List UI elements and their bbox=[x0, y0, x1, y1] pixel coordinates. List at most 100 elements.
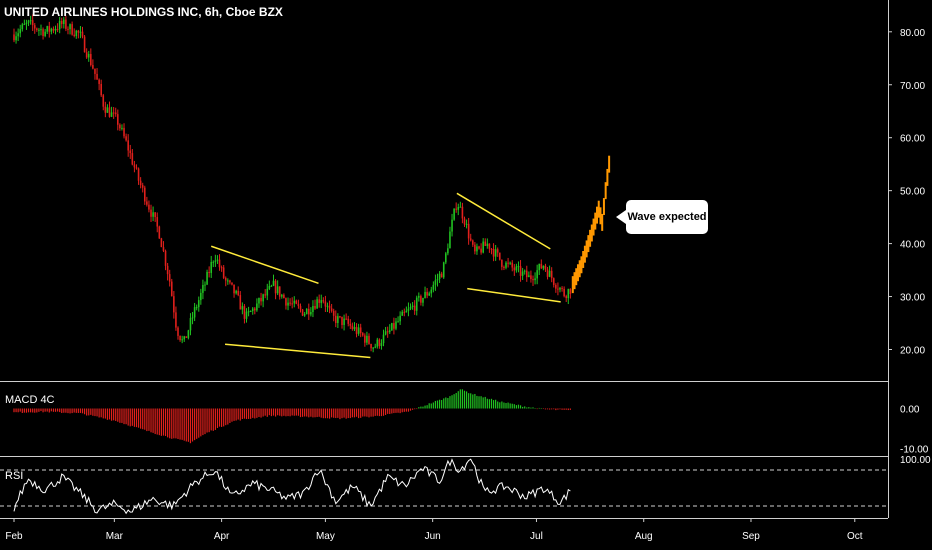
candle-body bbox=[424, 291, 426, 298]
macd-bar bbox=[304, 408, 306, 417]
macd-bar bbox=[121, 408, 123, 423]
macd-bar bbox=[125, 408, 127, 425]
macd-bar bbox=[343, 408, 345, 418]
macd-bar bbox=[231, 408, 233, 422]
projection-candle bbox=[575, 268, 578, 286]
candle-body bbox=[395, 321, 397, 329]
candle-body bbox=[40, 29, 42, 31]
candle-body bbox=[334, 315, 337, 323]
candle-body bbox=[224, 277, 227, 281]
macd-bar bbox=[370, 408, 372, 417]
candle-body bbox=[162, 247, 165, 251]
macd-bar bbox=[187, 408, 189, 442]
macd-bar bbox=[67, 408, 69, 414]
candle-body bbox=[380, 343, 383, 346]
macd-bar bbox=[94, 408, 96, 417]
candle-body bbox=[48, 26, 51, 32]
macd-bar bbox=[274, 408, 277, 417]
candle-body bbox=[455, 208, 457, 210]
macd-bar bbox=[318, 408, 320, 417]
macd-bar bbox=[372, 408, 374, 417]
macd-bar bbox=[517, 404, 520, 409]
candle-body bbox=[351, 325, 354, 330]
candle-body bbox=[166, 265, 169, 275]
candle-body bbox=[538, 263, 541, 271]
candle-body bbox=[384, 331, 387, 335]
macd-bar bbox=[482, 397, 484, 409]
macd-bar bbox=[389, 408, 391, 415]
macd-bar bbox=[380, 408, 383, 417]
candle-body bbox=[67, 28, 69, 30]
candle-body bbox=[349, 323, 352, 326]
macd-bar bbox=[208, 408, 210, 433]
macd-bar bbox=[200, 408, 202, 437]
macd-bar bbox=[391, 408, 393, 414]
macd-bar bbox=[247, 408, 250, 419]
macd-bar bbox=[401, 408, 403, 413]
macd-bar bbox=[561, 408, 563, 410]
candle-body bbox=[168, 274, 171, 282]
macd-bar bbox=[509, 403, 511, 409]
macd-bar bbox=[218, 408, 221, 427]
macd-bar bbox=[260, 408, 262, 418]
macd-bar bbox=[100, 408, 102, 418]
candle-body bbox=[81, 31, 84, 37]
candle-body bbox=[461, 206, 464, 219]
macd-bar bbox=[447, 398, 449, 409]
candle-body bbox=[254, 308, 256, 311]
candle-body bbox=[206, 271, 208, 285]
candle-body bbox=[21, 24, 24, 30]
candle-body bbox=[44, 31, 46, 36]
macd-bar bbox=[432, 402, 434, 409]
candle-body bbox=[530, 275, 532, 280]
macd-bar bbox=[297, 408, 300, 416]
macd-bar bbox=[324, 408, 326, 419]
macd-bar bbox=[34, 408, 36, 413]
candle-body bbox=[121, 127, 123, 129]
macd-bar bbox=[349, 408, 351, 419]
candle-body bbox=[376, 339, 379, 347]
macd-bar bbox=[160, 408, 162, 436]
macd-bar bbox=[339, 408, 341, 420]
macd-bar bbox=[152, 408, 154, 433]
candle-body bbox=[135, 167, 138, 169]
candle-body bbox=[181, 339, 183, 341]
macd-bar bbox=[457, 391, 459, 409]
macd-bar bbox=[532, 407, 534, 409]
macd-bar bbox=[463, 390, 466, 409]
candle-body bbox=[438, 273, 441, 279]
macd-bar bbox=[241, 408, 243, 420]
projection-candle bbox=[604, 182, 607, 200]
projection-candles bbox=[571, 155, 611, 294]
candle-body bbox=[453, 208, 455, 220]
candle-body bbox=[25, 22, 28, 25]
macd-bar bbox=[61, 408, 63, 414]
macd-bar bbox=[30, 408, 32, 413]
candle-body bbox=[104, 106, 107, 113]
macd-bar bbox=[569, 408, 571, 410]
candle-body bbox=[183, 336, 186, 340]
projection-candle bbox=[596, 206, 599, 224]
candle-body bbox=[548, 270, 551, 277]
candle-body bbox=[73, 34, 76, 36]
time-tick-label: Jul bbox=[530, 531, 543, 542]
candle-body bbox=[187, 330, 190, 338]
macd-bar bbox=[102, 408, 104, 419]
macd-bar bbox=[347, 408, 349, 419]
candle-body bbox=[247, 311, 250, 313]
macd-bar bbox=[395, 408, 397, 413]
macd-bar bbox=[301, 408, 304, 417]
macd-bar bbox=[555, 408, 557, 411]
candle-body bbox=[463, 218, 466, 225]
pattern-trendline bbox=[467, 287, 561, 303]
candle-body bbox=[411, 305, 414, 308]
macd-bar bbox=[243, 408, 246, 419]
candle-body bbox=[521, 271, 524, 276]
candle-body bbox=[256, 303, 258, 311]
candle-body bbox=[158, 226, 161, 239]
macd-bar bbox=[441, 400, 443, 409]
candle-body bbox=[274, 280, 277, 294]
candle-body bbox=[33, 25, 36, 29]
chart-title: UNITED AIRLINES HOLDINGS INC, 6h, Cboe B… bbox=[4, 5, 283, 19]
